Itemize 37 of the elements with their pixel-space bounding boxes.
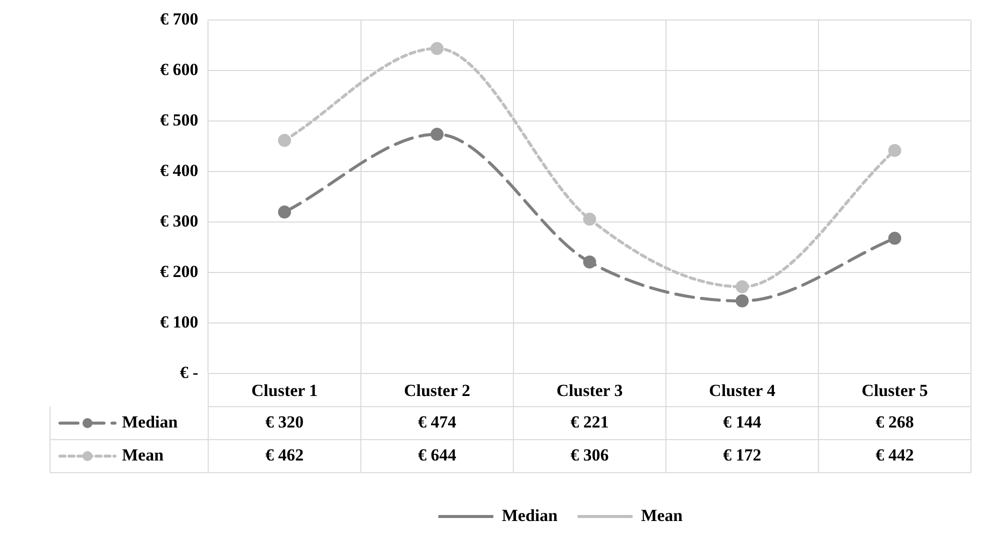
point	[583, 256, 596, 269]
x-tick-label: Cluster 3	[556, 381, 623, 400]
point	[278, 206, 292, 219]
text: Median	[502, 506, 558, 525]
point	[430, 128, 444, 141]
data-label: € 644	[418, 445, 457, 464]
x-tick-label: Cluster 2	[404, 381, 470, 400]
data-label: € 268	[876, 412, 914, 432]
text: Mean	[641, 506, 683, 525]
y-tick-label: € 600	[160, 60, 198, 80]
point	[278, 134, 292, 147]
y-tick-label: € 700	[160, 10, 198, 29]
y-tick-label: € 500	[160, 110, 198, 130]
legend-label: Mean	[122, 445, 164, 464]
legend-label: Median	[122, 412, 178, 432]
data-label: € 320	[265, 412, 304, 432]
data-label: € 221	[570, 412, 609, 432]
y-tick-label: € 200	[160, 262, 198, 282]
y-tick-label: € -	[180, 362, 199, 382]
x-tick-label: Cluster 4	[709, 381, 776, 400]
x-tick-label: Cluster 5	[862, 381, 928, 400]
y-tick-label: € 400	[160, 161, 198, 180]
point	[583, 212, 596, 226]
data-label: € 172	[723, 445, 762, 464]
point	[888, 232, 902, 245]
y-tick-label: € 300	[160, 212, 198, 231]
point	[736, 294, 749, 308]
point	[430, 42, 444, 55]
y-tick-label: € 100	[160, 312, 198, 332]
point	[888, 144, 902, 157]
data-label: € 306	[570, 445, 609, 464]
point	[736, 280, 749, 294]
data-label: € 474	[418, 412, 457, 432]
data-label: € 144	[723, 412, 762, 432]
x-tick-label: Cluster 1	[251, 381, 318, 400]
data-label: € 462	[265, 445, 304, 464]
data-label: € 442	[876, 445, 914, 464]
